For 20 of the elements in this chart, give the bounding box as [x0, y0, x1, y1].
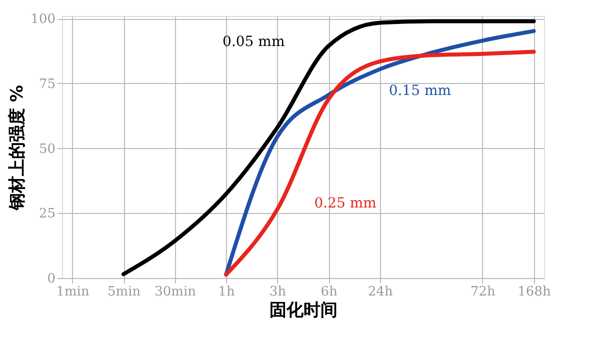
x-tick-label: 6h: [320, 284, 338, 300]
x-tick-label: 1h: [218, 284, 236, 300]
y-tick-label: 100: [30, 12, 56, 28]
series-label: 0.25 mm: [314, 195, 376, 212]
y-tick-label: 75: [38, 76, 56, 92]
x-tick-label: 72h: [470, 284, 496, 300]
x-tick-label: 24h: [368, 284, 394, 300]
y-tick-label: 50: [38, 142, 56, 157]
line-series: [122, 19, 536, 276]
x-tick-label: 3h: [270, 284, 287, 300]
x-tick-label: 30min: [154, 284, 197, 300]
y-tick-label: 25: [38, 206, 56, 222]
x-axis-title: 固化时间: [270, 300, 338, 320]
x-tick-label: 5min: [107, 284, 142, 300]
y-tick-label: 0: [47, 272, 56, 286]
text: 0.05 mm: [222, 34, 285, 50]
y-axis-title: 钢材上的强度 %: [8, 85, 28, 211]
series-label: 0.15 mm: [388, 83, 452, 100]
x-tick-label: 168h: [518, 284, 552, 300]
x-tick-label: 1min: [56, 284, 90, 300]
